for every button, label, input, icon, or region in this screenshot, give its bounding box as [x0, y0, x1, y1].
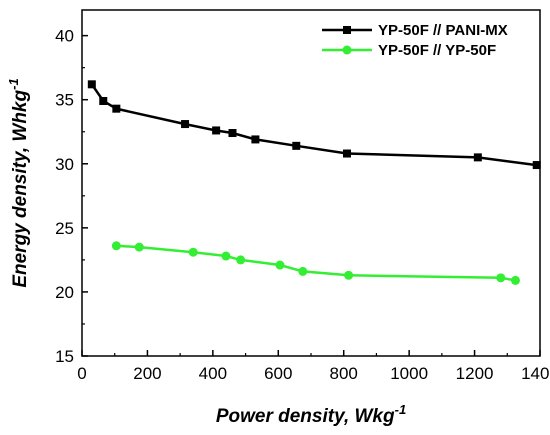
data-point [112, 104, 121, 113]
y-tick-label: 35 [55, 91, 74, 110]
data-point [473, 153, 482, 162]
y-tick-label: 25 [55, 219, 74, 238]
x-tick-label: 600 [264, 364, 292, 383]
data-point [212, 126, 221, 135]
x-tick-label: 800 [330, 364, 358, 383]
legend-marker [343, 26, 351, 34]
x-axis-title: Power density, Wkg-1 [216, 402, 406, 427]
series-layer [87, 80, 541, 285]
y-tick-label: 20 [55, 283, 74, 302]
x-tick-label: 1400 [521, 364, 550, 383]
data-point [111, 241, 121, 251]
x-tick-label: 1000 [390, 364, 428, 383]
data-point [251, 135, 260, 144]
data-point [342, 149, 351, 158]
data-point [344, 270, 354, 280]
data-point [532, 161, 541, 170]
data-point [510, 275, 520, 285]
y-tick-label: 15 [55, 347, 74, 366]
x-axis: 0 200 400 600 800 1000 1200 1400 [77, 350, 550, 383]
data-point [236, 255, 246, 265]
data-point [298, 266, 308, 276]
data-point [181, 120, 190, 129]
data-point [496, 273, 506, 283]
series-line-2 [116, 244, 516, 282]
y-axis-title: Energy density, Whkg-1 [6, 78, 31, 287]
y-axis: 15 20 25 30 35 40 [55, 27, 88, 366]
legend-marker [342, 45, 352, 55]
plot-frame [81, 9, 541, 357]
data-point [221, 251, 231, 261]
data-point [228, 129, 237, 138]
x-tick-label: 0 [77, 364, 86, 383]
data-point [292, 141, 301, 150]
data-point [275, 260, 285, 270]
y-tick-label: 30 [55, 155, 74, 174]
data-point [134, 242, 144, 252]
legend-label: YP-50F // PANI-MX [378, 22, 508, 39]
y-tick-label: 40 [55, 27, 74, 46]
data-point [99, 96, 108, 105]
x-tick-label: 200 [133, 364, 161, 383]
legend: YP-50F // PANI-MX YP-50F // YP-50F [322, 22, 508, 59]
legend-label: YP-50F // YP-50F [378, 42, 496, 59]
data-point [188, 247, 198, 257]
x-tick-label: 1200 [456, 364, 494, 383]
data-point [87, 80, 96, 89]
series-line-1 [90, 83, 537, 167]
x-tick-label: 400 [199, 364, 227, 383]
